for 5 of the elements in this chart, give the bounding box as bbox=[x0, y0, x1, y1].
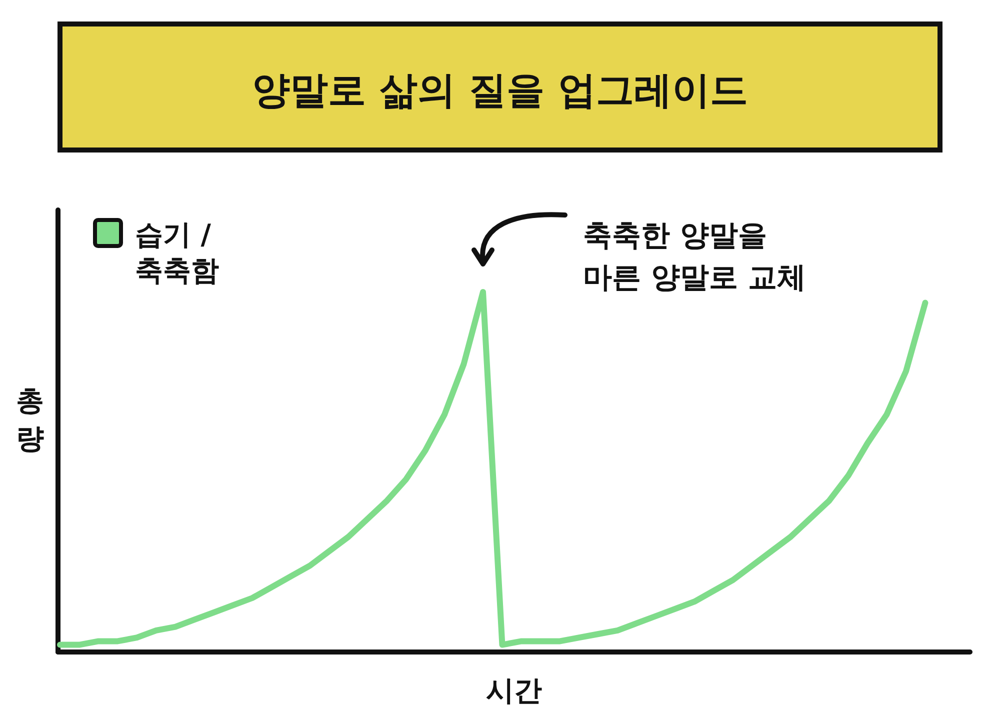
y-axis-title: 총량 bbox=[16, 384, 44, 455]
chart-title: 양말로 삶의 질을 업그레이드 bbox=[252, 68, 748, 112]
legend-label: 습기 / 축축함 bbox=[135, 218, 219, 287]
annotation: 축축한 양말을 마른 양말로 교체 bbox=[583, 218, 806, 294]
x-axis-title: 시간 bbox=[486, 674, 542, 707]
